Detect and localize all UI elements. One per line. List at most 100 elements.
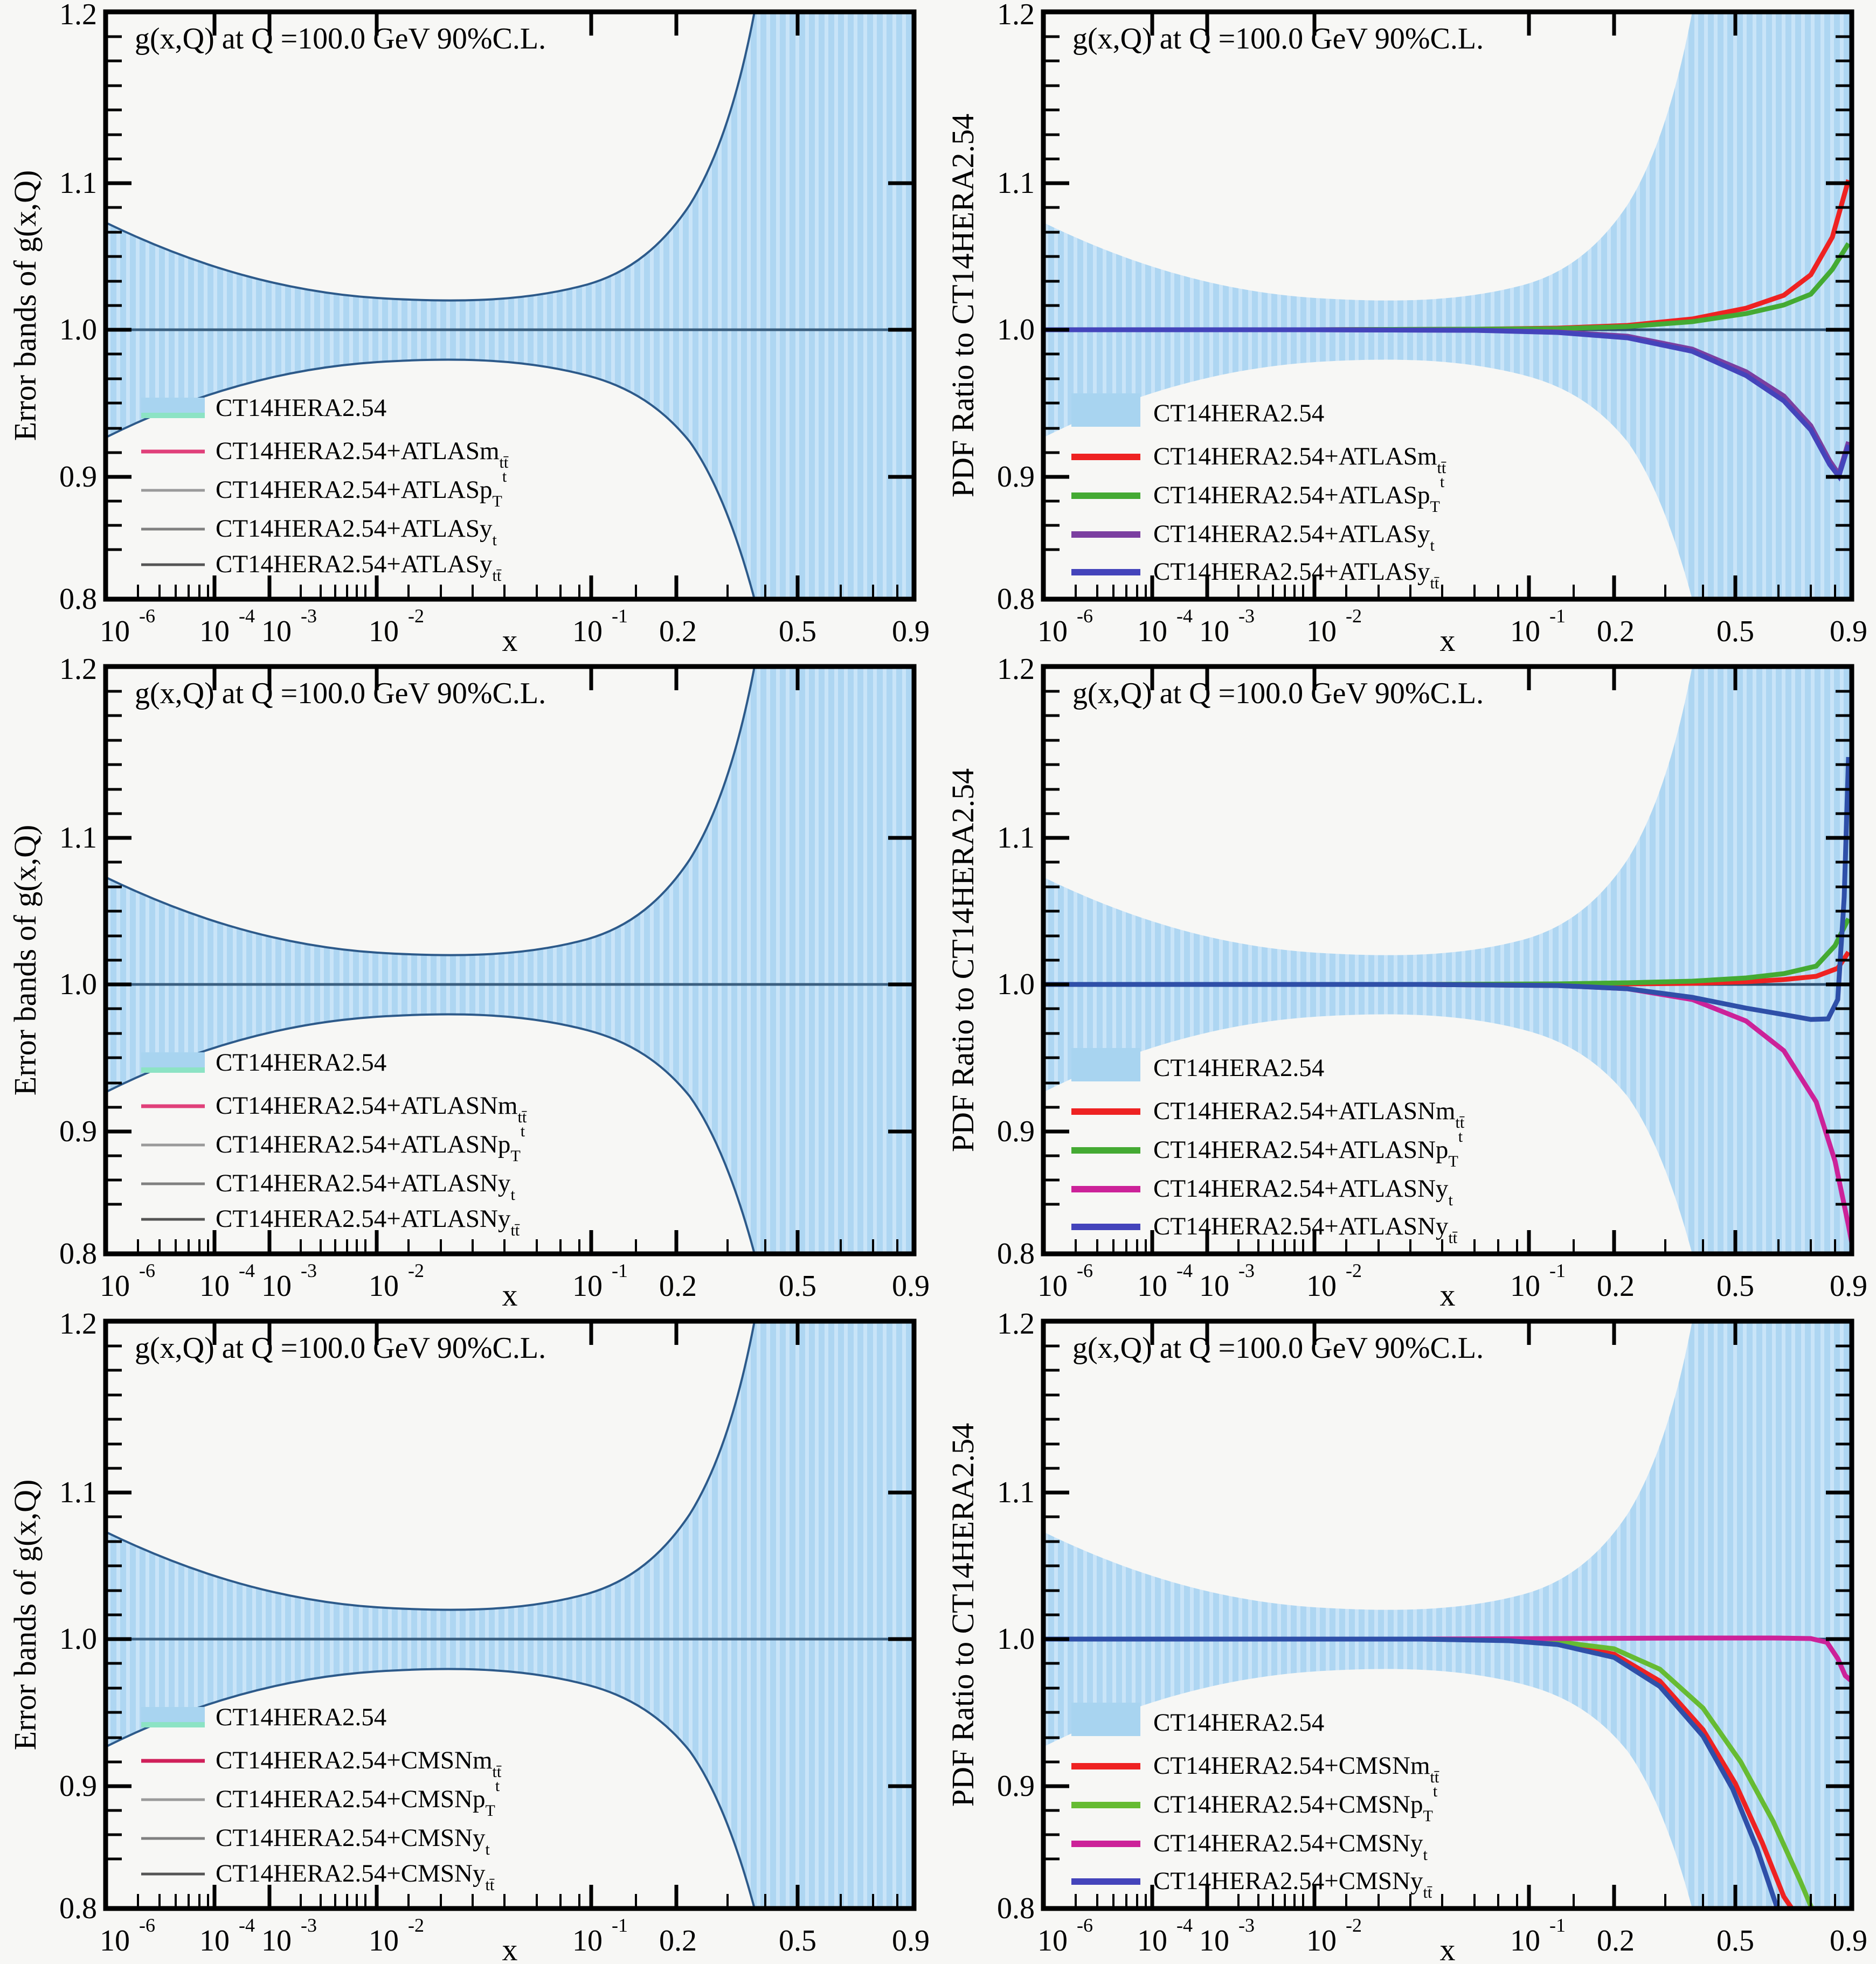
svg-text:-3: -3 bbox=[301, 1914, 317, 1936]
svg-text:-3: -3 bbox=[301, 605, 317, 627]
svg-text:1.0: 1.0 bbox=[997, 1622, 1035, 1656]
svg-text:-2: -2 bbox=[408, 1260, 424, 1281]
plot-bot-left: g(x,Q) at Q =100.0 GeV 90%C.L. 0.8 0.9 1… bbox=[0, 1309, 938, 1964]
svg-text:10: 10 bbox=[572, 1269, 603, 1303]
svg-text:-1: -1 bbox=[612, 1260, 628, 1281]
svg-text:0.2: 0.2 bbox=[659, 1924, 697, 1958]
svg-text:10: 10 bbox=[1306, 615, 1337, 648]
svg-text:-3: -3 bbox=[301, 1260, 317, 1281]
svg-text:10: 10 bbox=[1306, 1924, 1337, 1958]
svg-text:0.2: 0.2 bbox=[659, 615, 697, 648]
panel-bot-right: g(x,Q) at Q =100.0 GeV 90%C.L. 0.8 0.9 1… bbox=[938, 1309, 1876, 1964]
legend-swatch-band-edge bbox=[141, 1067, 205, 1073]
svg-text:0.2: 0.2 bbox=[1597, 1269, 1635, 1303]
svg-text:CT14HERA2.54: CT14HERA2.54 bbox=[216, 1049, 386, 1077]
svg-text:10: 10 bbox=[199, 615, 230, 648]
y-axis-label: Error bands of g(x,Q) bbox=[8, 170, 43, 441]
x-tick-labels: 10 -6 10 -4 10 -3 10 -2 10 -1 0.2 0.5 0.9 bbox=[1037, 1260, 1867, 1303]
plot-top-right: g(x,Q) at Q =100.0 GeV 90%C.L. 0.8 0.9 1… bbox=[938, 0, 1876, 655]
svg-text:10: 10 bbox=[369, 1269, 399, 1303]
svg-text:10: 10 bbox=[1037, 615, 1068, 648]
plot-bot-right: g(x,Q) at Q =100.0 GeV 90%C.L. 0.8 0.9 1… bbox=[938, 1309, 1876, 1964]
svg-text:-6: -6 bbox=[1077, 1260, 1093, 1281]
svg-text:0.8: 0.8 bbox=[59, 1237, 97, 1271]
svg-text:-1: -1 bbox=[1549, 1914, 1566, 1936]
svg-text:-1: -1 bbox=[612, 1914, 628, 1936]
panel-title: g(x,Q) at Q =100.0 GeV 90%C.L. bbox=[1072, 22, 1484, 55]
svg-text:10: 10 bbox=[1199, 1924, 1229, 1958]
svg-text:10: 10 bbox=[1510, 1924, 1540, 1958]
y-tick-label: 1.1 bbox=[997, 166, 1035, 200]
svg-text:1.0: 1.0 bbox=[59, 968, 97, 1001]
svg-text:-1: -1 bbox=[1549, 605, 1566, 627]
svg-text:10: 10 bbox=[1037, 1924, 1068, 1958]
svg-text:10: 10 bbox=[1306, 1269, 1337, 1303]
svg-text:10: 10 bbox=[100, 615, 130, 648]
panel-bot-left: g(x,Q) at Q =100.0 GeV 90%C.L. 0.8 0.9 1… bbox=[0, 1309, 938, 1964]
svg-text:CT14HERA2.54: CT14HERA2.54 bbox=[1153, 1054, 1324, 1082]
svg-text:0.5: 0.5 bbox=[1716, 615, 1754, 648]
svg-text:-4: -4 bbox=[1176, 1260, 1193, 1281]
svg-text:-4: -4 bbox=[1176, 1914, 1193, 1936]
svg-text:10: 10 bbox=[369, 1924, 399, 1958]
legend-label-0: CT14HERA2.54 bbox=[216, 394, 386, 422]
panel-top-right: g(x,Q) at Q =100.0 GeV 90%C.L. 0.8 0.9 1… bbox=[938, 0, 1876, 655]
x-axis-label: x bbox=[1440, 1278, 1456, 1309]
svg-text:1.2: 1.2 bbox=[59, 1309, 97, 1341]
y-axis-label: Error bands of g(x,Q) bbox=[8, 1480, 43, 1751]
svg-text:0.9: 0.9 bbox=[997, 1769, 1035, 1803]
svg-text:0.9: 0.9 bbox=[59, 1115, 97, 1148]
x-axis-label: x bbox=[1440, 623, 1456, 655]
svg-text:0.2: 0.2 bbox=[1597, 615, 1635, 648]
plot-mid-right: g(x,Q) at Q =100.0 GeV 90%C.L. 0.8 0.9 1… bbox=[938, 655, 1876, 1309]
panel-mid-left: g(x,Q) at Q =100.0 GeV 90%C.L. 0.8 0.9 1… bbox=[0, 655, 938, 1309]
svg-text:0.8: 0.8 bbox=[997, 1892, 1035, 1925]
x-axis-label: x bbox=[502, 623, 518, 655]
svg-text:0.5: 0.5 bbox=[779, 1269, 816, 1303]
svg-text:10: 10 bbox=[261, 1924, 292, 1958]
svg-text:1.2: 1.2 bbox=[59, 655, 97, 686]
y-axis-label: PDF Ratio to CT14HERA2.54 bbox=[945, 114, 980, 497]
svg-text:-6: -6 bbox=[139, 1260, 155, 1281]
svg-text:-6: -6 bbox=[139, 605, 155, 627]
legend-swatch-band[interactable] bbox=[1071, 1048, 1140, 1081]
svg-text:0.9: 0.9 bbox=[1830, 1924, 1867, 1958]
legend-swatch-band[interactable] bbox=[1071, 393, 1140, 427]
svg-text:CT14HERA2.54: CT14HERA2.54 bbox=[1153, 1709, 1324, 1737]
panel-top-left: g(x,Q) at Q =100.0 GeV 90%C.L. 0.8 0.9 1… bbox=[0, 0, 938, 655]
svg-text:CT14HERA2.54: CT14HERA2.54 bbox=[216, 1703, 386, 1731]
legend-label-0: CT14HERA2.54 bbox=[1153, 399, 1324, 427]
legend-swatch-band-edge bbox=[141, 413, 205, 418]
svg-text:1.1: 1.1 bbox=[59, 821, 97, 855]
svg-text:-3: -3 bbox=[1238, 1260, 1255, 1281]
x-axis-label: x bbox=[502, 1278, 518, 1309]
svg-text:-2: -2 bbox=[408, 605, 424, 627]
svg-text:10: 10 bbox=[261, 615, 292, 648]
svg-text:0.5: 0.5 bbox=[779, 1924, 816, 1958]
svg-text:10: 10 bbox=[100, 1924, 130, 1958]
panel-title: g(x,Q) at Q =100.0 GeV 90%C.L. bbox=[135, 677, 546, 710]
legend-swatch-band[interactable] bbox=[1071, 1703, 1140, 1736]
svg-text:10: 10 bbox=[199, 1924, 230, 1958]
svg-text:-4: -4 bbox=[239, 1914, 255, 1936]
y-tick-label: 0.9 bbox=[59, 460, 97, 494]
svg-text:0.9: 0.9 bbox=[892, 1924, 930, 1958]
panel-title: g(x,Q) at Q =100.0 GeV 90%C.L. bbox=[135, 22, 546, 55]
svg-text:-2: -2 bbox=[408, 1914, 424, 1936]
panel-mid-right: g(x,Q) at Q =100.0 GeV 90%C.L. 0.8 0.9 1… bbox=[938, 655, 1876, 1309]
x-tick-labels: 10 -6 10 -4 10 -3 10 -2 10 -1 0.2 0.5 0.9 bbox=[100, 605, 930, 648]
svg-text:-4: -4 bbox=[1176, 605, 1193, 627]
svg-text:-6: -6 bbox=[139, 1914, 155, 1936]
svg-text:0.2: 0.2 bbox=[1597, 1924, 1635, 1958]
svg-text:-2: -2 bbox=[1346, 1914, 1362, 1936]
y-axis-label: PDF Ratio to CT14HERA2.54 bbox=[945, 1423, 980, 1807]
svg-text:0.5: 0.5 bbox=[779, 615, 816, 648]
y-tick-label: 1.0 bbox=[59, 313, 97, 346]
svg-text:10: 10 bbox=[1510, 1269, 1540, 1303]
y-axis-label: PDF Ratio to CT14HERA2.54 bbox=[945, 768, 980, 1152]
svg-text:1.0: 1.0 bbox=[997, 968, 1035, 1001]
x-tick-labels: 10 -6 10 -4 10 -3 10 -2 10 -1 0.2 0.5 0.9 bbox=[100, 1260, 930, 1303]
svg-text:0.8: 0.8 bbox=[59, 1892, 97, 1925]
svg-text:0.9: 0.9 bbox=[892, 1269, 930, 1303]
